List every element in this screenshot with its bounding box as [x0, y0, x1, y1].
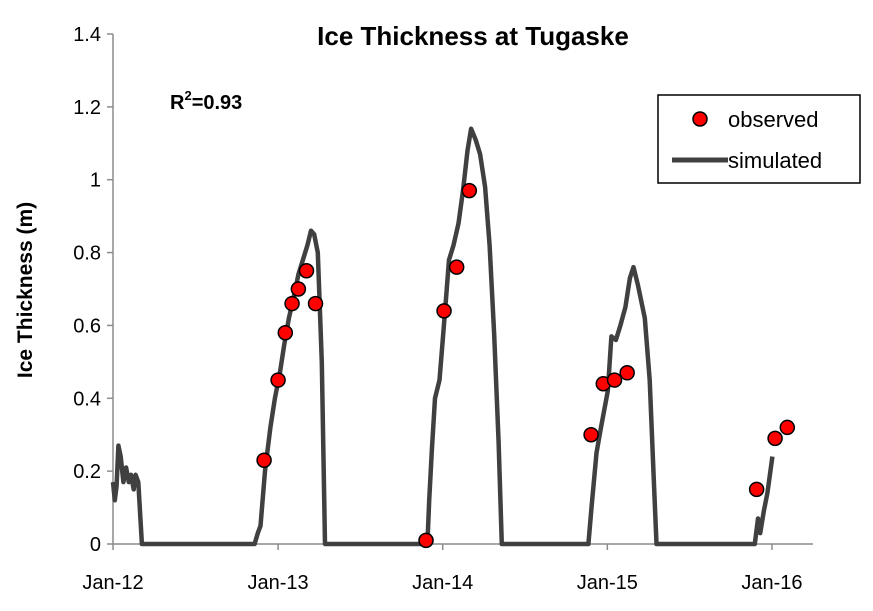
- y-tick-label: 1: [90, 170, 101, 192]
- x-tick-label: Jan-13: [247, 572, 308, 594]
- observed-point: [307, 295, 324, 312]
- observed-point: [270, 372, 286, 388]
- x-tick-label: Jan-12: [82, 572, 143, 594]
- y-tick-label: 0.6: [73, 315, 101, 337]
- legend-box: [657, 94, 861, 184]
- observed-point: [448, 259, 465, 275]
- observed-series: [256, 182, 796, 549]
- observed-point: [436, 303, 452, 319]
- observed-point: [284, 295, 300, 312]
- y-tick-label: 0.8: [73, 243, 101, 265]
- observed-point: [290, 281, 307, 297]
- axes: 0 0.2 0.4 0.6 0.8 1 1.2 1.4 Jan-12 Jan-13 Jan-14 Ja…: [73, 24, 813, 594]
- y-axis-label: Ice Thickness (m): [14, 202, 37, 378]
- observed-point: [583, 426, 599, 443]
- observed-point: [256, 452, 272, 468]
- observed-point: [767, 430, 783, 447]
- observed-point: [748, 481, 765, 498]
- r-squared-superscript: 2: [184, 88, 191, 103]
- x-tick-label: Jan-14: [412, 572, 473, 594]
- y-tick-label: 0: [90, 534, 101, 556]
- legend-observed-marker: [692, 111, 708, 127]
- simulated-series: [110, 126, 775, 547]
- y-tick-label: 1.4: [73, 24, 101, 46]
- observed-point: [461, 182, 478, 199]
- x-tick-label: Jan-16: [741, 572, 802, 594]
- observed-point: [606, 372, 623, 388]
- r-squared-value: =0.93: [192, 92, 243, 114]
- observed-point: [298, 263, 315, 279]
- observed-point: [779, 419, 796, 436]
- r-squared-annotation: R2=0.93: [170, 88, 242, 114]
- x-tick-label: Jan-15: [577, 572, 638, 594]
- r-squared-base: R: [170, 92, 185, 114]
- y-tick-label: 0.4: [73, 388, 101, 410]
- y-tick-label: 0.2: [73, 461, 101, 483]
- legend-observed-label: observed: [728, 107, 819, 132]
- legend-simulated-label: simulated: [728, 148, 822, 173]
- observed-point: [277, 324, 294, 341]
- chart-title: Ice Thickness at Tugaske: [317, 21, 629, 51]
- observed-point: [418, 532, 434, 549]
- simulated-line: [110, 126, 775, 547]
- observed-point: [619, 365, 635, 381]
- legend: observed simulated: [657, 94, 861, 184]
- y-tick-label: 1.2: [73, 97, 101, 119]
